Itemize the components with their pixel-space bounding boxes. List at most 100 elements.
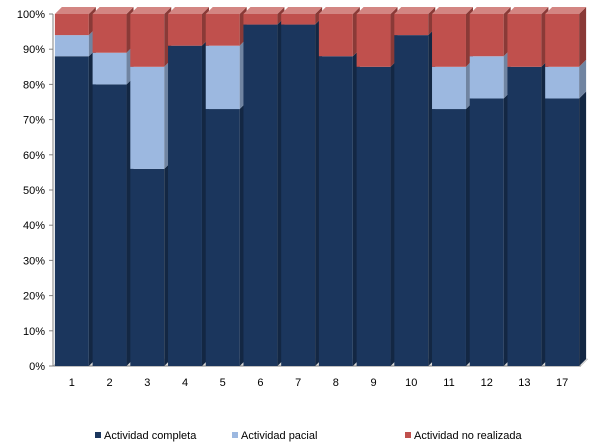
bar-segment-side xyxy=(315,7,323,25)
bar-segment xyxy=(243,14,278,25)
y-tick-labels: 0% 10% 20% 30% 40% 50% 60% 70% 80% 90% 100% xyxy=(17,9,45,373)
bar-segment xyxy=(318,14,353,57)
bar-top xyxy=(168,7,209,14)
legend-swatch xyxy=(95,432,101,438)
bar-segment xyxy=(507,66,542,367)
x-tick-label: 9 xyxy=(371,377,377,389)
bar-top xyxy=(205,7,247,14)
bar-stack xyxy=(356,7,398,367)
bar-segment-side xyxy=(579,91,587,366)
bar-segment xyxy=(356,66,391,367)
bar-segment xyxy=(469,56,504,99)
bar-top xyxy=(54,7,96,14)
bar-segment xyxy=(205,109,240,366)
x-tick-label: 8 xyxy=(333,377,339,389)
x-tick-label: 6 xyxy=(257,377,263,389)
y-tick-label: 40% xyxy=(23,220,45,232)
bar-stack xyxy=(281,7,323,367)
bar-stack xyxy=(545,7,587,366)
bar-segment xyxy=(432,66,466,110)
bar-segment-side xyxy=(579,59,587,99)
bar-segment xyxy=(469,14,504,57)
y-tick-label: 10% xyxy=(23,326,45,338)
bar-segment xyxy=(432,109,466,366)
bar-stack xyxy=(130,7,172,366)
bars xyxy=(54,7,587,367)
bar-stack xyxy=(469,7,511,366)
x-tick-label: 13 xyxy=(518,377,530,389)
bar-segment xyxy=(92,14,127,53)
bar-segment xyxy=(281,14,316,25)
legend-swatch xyxy=(232,432,238,438)
bar-segment xyxy=(545,66,580,99)
bar-top xyxy=(394,7,436,14)
bar-top xyxy=(281,7,323,14)
x-tick-label: 5 xyxy=(220,377,226,389)
bar-segment xyxy=(168,14,202,46)
bar-segment xyxy=(356,14,391,67)
bar-segment xyxy=(92,52,127,85)
legend: Actividad completa Actividad pacial Activi… xyxy=(95,430,523,442)
y-tick-label: 80% xyxy=(23,79,45,91)
bar-top xyxy=(318,7,360,14)
y-tick-label: 50% xyxy=(23,185,45,197)
y-tick-label: 60% xyxy=(23,150,45,162)
bar-top xyxy=(432,7,473,14)
bar-segment xyxy=(130,66,165,169)
legend-item: Actividad completa xyxy=(95,430,197,442)
x-tick-label: 10 xyxy=(405,377,417,389)
bar-top xyxy=(243,7,285,14)
bar-segment xyxy=(130,168,165,366)
bar-segment xyxy=(318,56,353,367)
bar-segment xyxy=(243,24,278,367)
bar-stack xyxy=(432,7,473,366)
bar-segment xyxy=(432,14,466,67)
x-tick-label: 7 xyxy=(295,377,301,389)
x-tick-labels: 1 2 3 4 5 6 7 8 9 10 11 12 13 17 xyxy=(69,377,568,389)
bar-segment xyxy=(54,35,89,57)
y-tick-label: 0% xyxy=(29,361,45,373)
bar-segment-side xyxy=(579,7,587,67)
bar-top xyxy=(469,7,511,14)
y-tick-label: 90% xyxy=(23,44,45,56)
legend-item: Actividad no realizada xyxy=(405,430,523,442)
bar-segment xyxy=(130,14,165,67)
bar-segment xyxy=(545,98,580,366)
bar-segment xyxy=(54,14,89,36)
bar-segment xyxy=(168,45,202,367)
bar-top xyxy=(356,7,398,14)
legend-label: Actividad no realizada xyxy=(414,430,523,442)
legend-swatch xyxy=(405,432,411,438)
bar-stack xyxy=(318,7,360,367)
bar-segment xyxy=(205,14,240,46)
legend-item: Actividad pacial xyxy=(232,430,317,442)
bar-segment xyxy=(469,98,504,366)
bar-stack xyxy=(92,7,134,367)
x-tick-label: 1 xyxy=(69,377,75,389)
bar-segment xyxy=(545,14,580,67)
legend-label: Actividad completa xyxy=(104,430,197,442)
x-tick-label: 12 xyxy=(481,377,493,389)
bar-segment xyxy=(54,56,89,367)
bar-stack xyxy=(168,7,209,367)
x-tick-label: 11 xyxy=(443,377,454,389)
y-tick-label: 30% xyxy=(23,255,45,267)
bar-stack xyxy=(507,7,549,367)
bar-stack xyxy=(243,7,285,367)
bar-stack xyxy=(205,7,247,366)
x-tick-label: 3 xyxy=(144,377,150,389)
bar-segment xyxy=(394,14,429,36)
bar-segment-side xyxy=(277,7,285,25)
bar-top xyxy=(130,7,172,14)
bar-segment xyxy=(394,35,429,367)
bar-segment xyxy=(507,14,542,67)
x-tick-label: 17 xyxy=(556,377,568,389)
bar-stack xyxy=(54,7,96,367)
bar-top xyxy=(545,7,587,14)
x-tick-label: 4 xyxy=(182,377,188,389)
bar-segment xyxy=(205,45,240,110)
x-tick-label: 2 xyxy=(107,377,113,389)
bar-top xyxy=(507,7,549,14)
